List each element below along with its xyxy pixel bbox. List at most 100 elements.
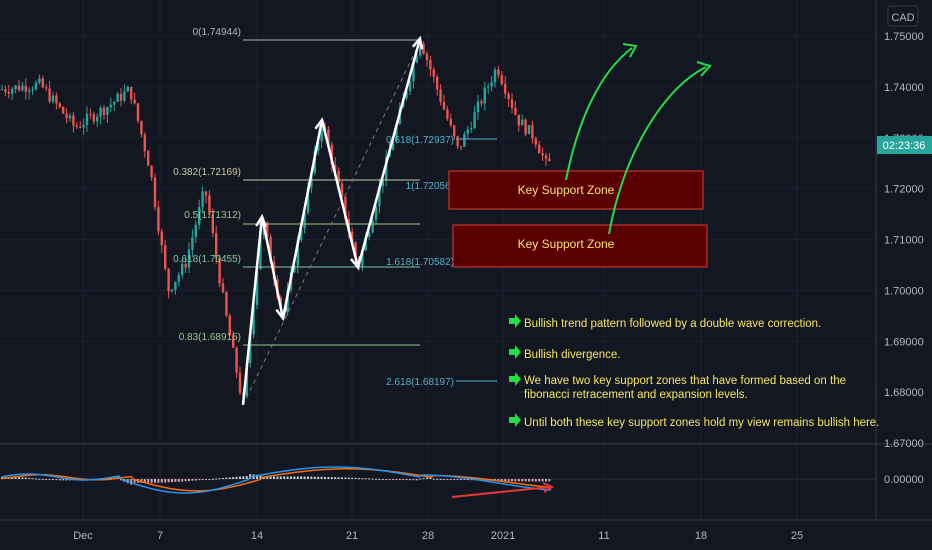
support-zone-upper-label: Key Support Zone [518, 183, 615, 197]
macd-hist-bar [239, 476, 241, 479]
price-tick: 1.74000 [884, 82, 924, 94]
candle-body [385, 157, 388, 181]
macd-hist-bar [504, 479, 507, 482]
candle-body [116, 93, 119, 102]
candle-body [524, 119, 527, 135]
candle-body [442, 101, 446, 110]
macd-hist-bar [412, 479, 415, 481]
macd-hist-bar [358, 478, 360, 480]
macd-hist-bar [446, 479, 449, 480]
macd-hist-bar [262, 476, 265, 479]
note-1: Bullish trend pattern followed by a doub… [509, 314, 821, 330]
projection-arrowhead-1 [622, 43, 638, 58]
candle-body [198, 207, 201, 225]
candle-body [453, 125, 456, 137]
support-zones[interactable]: Key Support Zone Key Support Zone [448, 170, 708, 268]
macd-hist-bar [45, 479, 48, 480]
candle-body [211, 214, 214, 234]
candle-body [487, 86, 490, 88]
candle-body [544, 155, 548, 159]
candle-body [150, 165, 153, 178]
candle-body [415, 55, 418, 63]
macd-hist-bar [436, 478, 439, 480]
time-tick: 14 [251, 530, 263, 542]
macd-hist-bar [449, 479, 452, 480]
macd-hist-bar [497, 479, 500, 482]
note-2-text: Bullish divergence. [524, 349, 621, 361]
macd-hist-bar [235, 476, 238, 479]
candle-body [252, 305, 255, 335]
projection-arrowhead-2 [696, 61, 712, 77]
price-tick: 1.75000 [884, 31, 924, 43]
macd-hist-bar [354, 477, 357, 479]
candle-body [109, 104, 112, 108]
macd-hist-bar [276, 476, 279, 479]
macd-hist-bar [341, 477, 343, 479]
macd-hist-bar [463, 479, 466, 480]
macd-hist-bar [330, 477, 333, 479]
candle-body [31, 89, 34, 91]
candle-body [24, 85, 27, 92]
candle-body [204, 191, 208, 196]
macd-hist-bar [375, 478, 377, 480]
macd-hist-bar [456, 479, 459, 480]
macd-hist-bar [368, 478, 371, 480]
macd-hist-bar [133, 479, 136, 483]
macd-hist-bar [307, 476, 309, 479]
projection-arrow-1 [565, 47, 633, 181]
time-tick: 25 [791, 530, 803, 542]
macd-hist-bar [58, 479, 61, 481]
note-4: Until both these key support zones hold … [509, 413, 879, 429]
candle-body [269, 236, 272, 262]
candle-body [249, 334, 252, 363]
note-2-arrow-icon [509, 345, 521, 359]
projection-arrows[interactable] [565, 43, 712, 235]
macd-hist-bar [500, 479, 503, 482]
macd-hist-bar [256, 474, 258, 479]
candle-body [368, 232, 371, 237]
note-3: We have two key support zones that have … [509, 372, 846, 401]
support-zone-lower-label: Key Support Zone [518, 237, 615, 251]
macd-hist-bar [545, 479, 547, 482]
note-4-arrow-icon [509, 413, 521, 427]
candle-body [374, 206, 378, 220]
fib-retracement[interactable]: 0(1.74944) 0.382(1.72169) 0.5(1.71312) 0… [173, 27, 420, 346]
macd-hist-bar [24, 477, 27, 479]
macd-hist-bar [55, 479, 58, 481]
candle-body [470, 128, 473, 130]
currency-badge-text: CAD [891, 12, 914, 24]
macd-hist-bar [191, 479, 194, 481]
candle-body [14, 85, 17, 90]
macd-hist-bar [279, 476, 282, 479]
note-2: Bullish divergence. [509, 345, 621, 361]
candle-body [174, 281, 177, 290]
support-zone-upper [448, 170, 704, 210]
macd-hist-bar [266, 476, 269, 479]
time-axis[interactable]: Dec 7 14 21 28 2021 11 18 25 [73, 530, 803, 542]
current-countdown: 02:23:36 [883, 140, 926, 152]
support-zone-lower [452, 224, 708, 268]
projection-arrow-2 [608, 66, 707, 235]
macd-hist-bar [296, 476, 299, 479]
candle-body [208, 195, 211, 215]
price-tick: 1.71000 [884, 235, 924, 247]
wave-arrows[interactable] [241, 35, 424, 405]
candle-body [11, 89, 14, 94]
macd-hist-bar [419, 478, 422, 480]
candle-body [378, 186, 381, 207]
candle-body [147, 151, 150, 166]
candle-body [164, 245, 167, 269]
currency-badge[interactable]: CAD [887, 5, 919, 27]
macd-hist-bar [293, 476, 296, 479]
macd-hist-bar [171, 479, 173, 483]
macd-hist-bar [215, 478, 218, 480]
candle-body [218, 257, 221, 284]
candle-body [381, 180, 384, 187]
candle-body [300, 228, 303, 241]
macd-hist-bar [541, 479, 544, 482]
macd-hist-bar [184, 479, 187, 482]
candle-body [136, 103, 140, 122]
candle-body [4, 89, 7, 92]
notes: Bullish trend pattern followed by a doub… [509, 314, 879, 429]
